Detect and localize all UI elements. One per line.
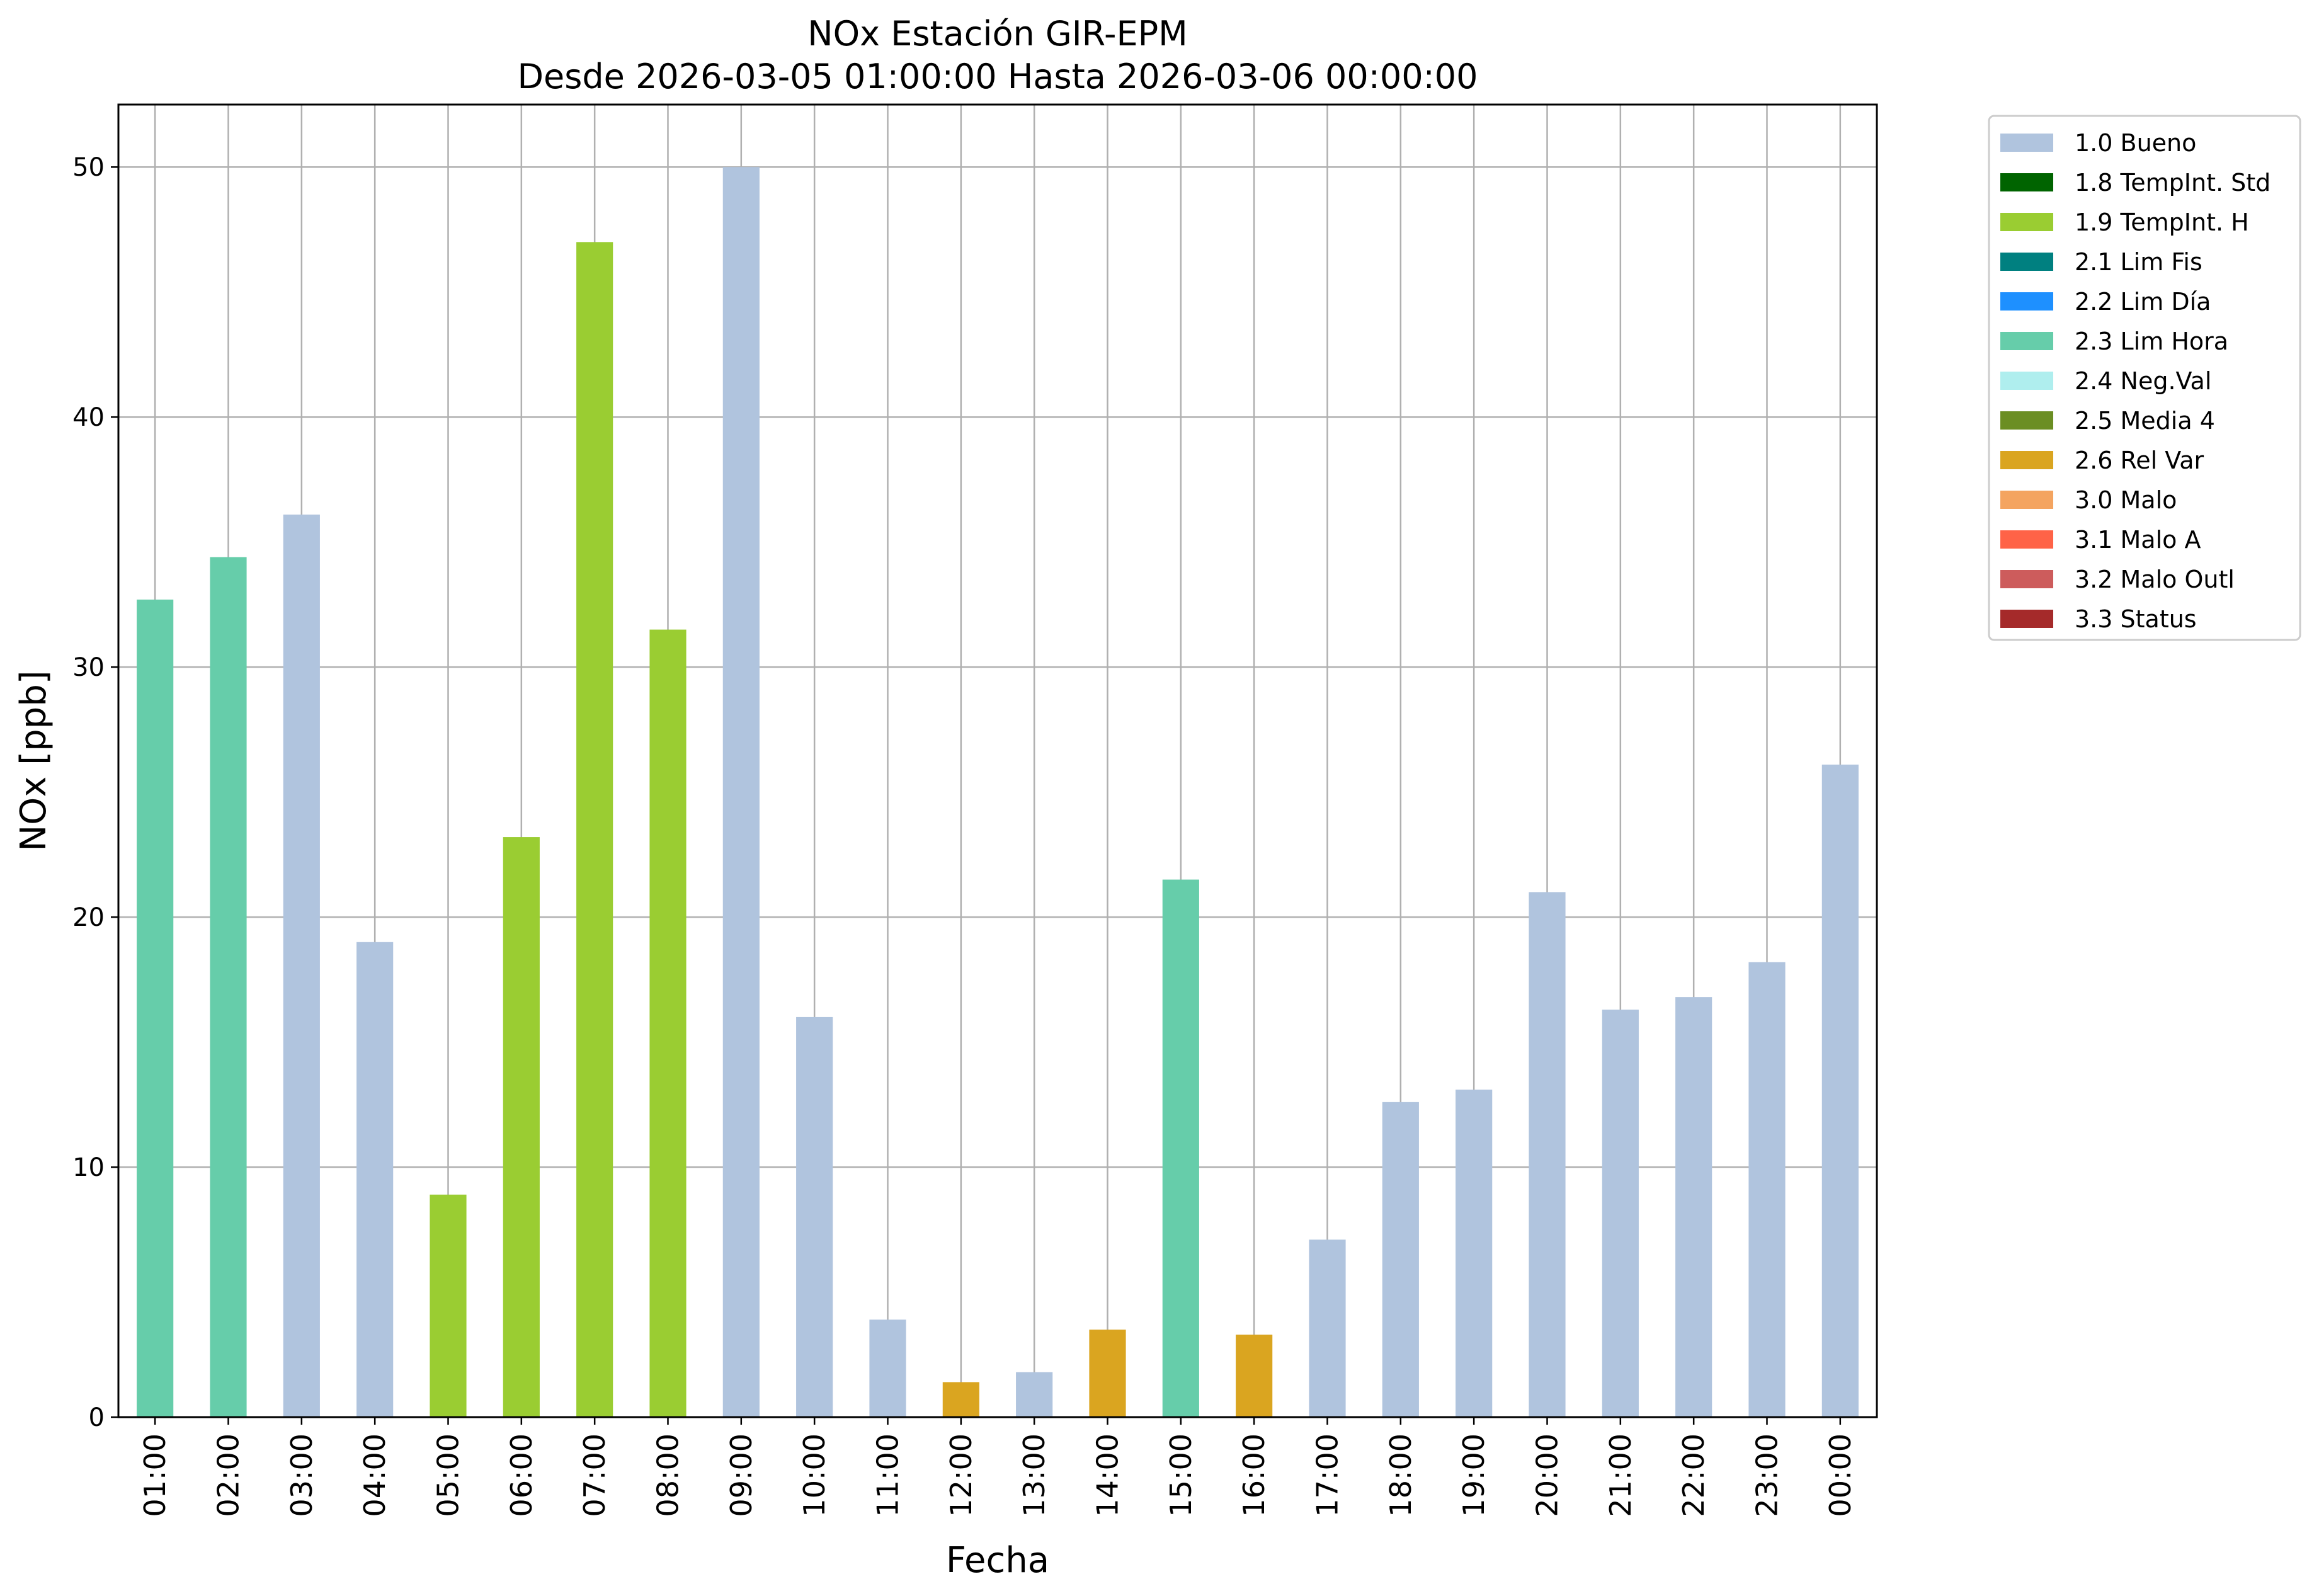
legend-swatch [2000, 253, 2053, 271]
bar-2000 [1529, 892, 1566, 1417]
bar-1500 [1162, 879, 1199, 1417]
legend-label: 2.5 Media 4 [2075, 407, 2215, 435]
bar-0400 [356, 942, 394, 1417]
bar-0000 [1821, 764, 1859, 1417]
bars [137, 167, 1859, 1418]
bar-0500 [430, 1194, 467, 1417]
y-tick-label: 40 [72, 403, 105, 432]
chart-subtitle: Desde 2026-03-05 01:00:00 Hasta 2026-03-… [517, 57, 1478, 96]
bar-1300 [1016, 1372, 1053, 1417]
bar-1000 [796, 1017, 833, 1417]
legend: 1.0 Bueno 1.8 TempInt. Std 1.9 TempInt. H 2… [1988, 115, 2301, 641]
x-tick-label: 00:00 [1823, 1434, 1857, 1517]
legend-swatch [2000, 411, 2053, 430]
y-axis-ticks: 0 10 20 30 40 50 [72, 153, 118, 1432]
bar-1100 [869, 1320, 906, 1417]
x-tick-label: 06:00 [504, 1434, 538, 1517]
x-tick-label: 01:00 [138, 1434, 172, 1517]
bar-2300 [1748, 962, 1786, 1417]
legend-swatch [2000, 372, 2053, 390]
bar-0900 [722, 167, 760, 1418]
x-tick-label: 12:00 [944, 1434, 978, 1517]
legend-swatch [2000, 610, 2053, 628]
legend-swatch [2000, 173, 2053, 191]
x-tick-label: 13:00 [1017, 1434, 1051, 1517]
bar-1400 [1089, 1330, 1126, 1417]
x-tick-label: 02:00 [212, 1434, 246, 1517]
legend-frame [1988, 115, 2301, 641]
y-tick-label: 0 [89, 1403, 105, 1432]
legend-swatch [2000, 491, 2053, 509]
bar-1600 [1236, 1335, 1273, 1417]
legend-label: 1.9 TempInt. H [2075, 208, 2249, 236]
y-tick-label: 10 [72, 1153, 105, 1182]
x-tick-label: 09:00 [724, 1434, 758, 1517]
x-tick-label: 07:00 [578, 1434, 612, 1517]
legend-label: 3.0 Malo [2075, 486, 2177, 514]
x-tick-label: 08:00 [651, 1434, 685, 1517]
x-tick-label: 03:00 [285, 1434, 319, 1517]
bar-2100 [1602, 1009, 1639, 1417]
bar-1200 [942, 1382, 979, 1417]
legend-swatch [2000, 570, 2053, 588]
x-tick-label: 23:00 [1750, 1434, 1784, 1517]
x-tick-label: 19:00 [1457, 1434, 1491, 1517]
legend-label: 3.2 Malo Outl [2075, 566, 2235, 593]
bar-1800 [1382, 1102, 1419, 1417]
x-axis-label: Fecha [946, 1540, 1049, 1581]
bar-0200 [210, 557, 247, 1417]
x-tick-label: 21:00 [1604, 1434, 1638, 1517]
legend-label: 2.1 Lim Fis [2075, 248, 2202, 276]
bar-0600 [503, 837, 540, 1417]
legend-swatch [2000, 451, 2053, 469]
x-tick-label: 15:00 [1164, 1434, 1198, 1517]
legend-swatch [2000, 530, 2053, 549]
y-axis-label: NOx [ppb] [13, 670, 54, 851]
x-tick-label: 18:00 [1384, 1434, 1418, 1517]
bar-2200 [1675, 997, 1712, 1417]
bar-1700 [1309, 1240, 1346, 1417]
y-tick-label: 20 [72, 903, 105, 932]
x-tick-label: 16:00 [1237, 1434, 1271, 1517]
legend-label: 1.0 Bueno [2075, 129, 2196, 157]
x-tick-label: 11:00 [871, 1434, 905, 1517]
x-tick-label: 05:00 [431, 1434, 465, 1517]
bar-0700 [576, 242, 613, 1417]
chart-title: NOx Estación GIR-EPM [807, 14, 1188, 54]
legend-label: 2.6 Rel Var [2075, 447, 2204, 474]
x-tick-label: 14:00 [1091, 1434, 1125, 1517]
plot-frame [117, 103, 1878, 1418]
x-tick-label: 10:00 [797, 1434, 831, 1517]
bar-0800 [649, 629, 687, 1417]
bar-0100 [137, 599, 174, 1417]
x-tick-label: 22:00 [1677, 1434, 1711, 1517]
legend-label: 2.2 Lim Día [2075, 288, 2211, 316]
legend-swatch [2000, 134, 2053, 152]
legend-label: 1.8 TempInt. Std [2075, 169, 2271, 197]
x-axis-ticks: 01:00 02:00 03:00 04:00 05:00 06:00 07:00 08:00… [138, 1417, 1857, 1517]
bar-1900 [1456, 1089, 1493, 1417]
legend-label: 3.3 Status [2075, 605, 2197, 633]
y-tick-label: 50 [72, 153, 105, 182]
y-tick-label: 30 [72, 653, 105, 682]
x-tick-label: 17:00 [1311, 1434, 1345, 1517]
legend-swatch [2000, 292, 2053, 311]
bar-0300 [283, 515, 320, 1417]
legend-label: 3.1 Malo A [2075, 526, 2201, 554]
x-tick-label: 20:00 [1530, 1434, 1564, 1517]
legend-label: 2.3 Lim Hora [2075, 328, 2228, 355]
legend-swatch [2000, 332, 2053, 350]
x-tick-label: 04:00 [358, 1434, 392, 1517]
legend-swatch [2000, 213, 2053, 231]
legend-label: 2.4 Neg.Val [2075, 367, 2211, 395]
